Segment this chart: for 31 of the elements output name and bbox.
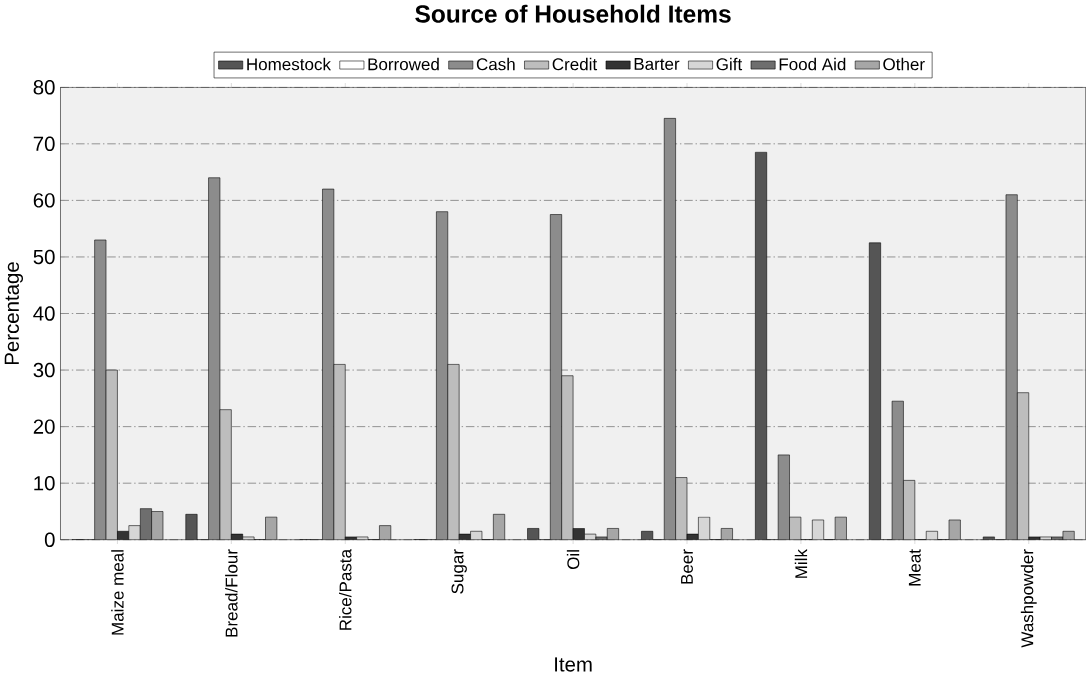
x-tick-label: Meat (908, 548, 921, 586)
y-axis-title: Percentage (4, 262, 24, 364)
legend-label: Gift (716, 57, 743, 71)
x-tick-label: Washpowder (1020, 549, 1037, 648)
x-tick-label: Milk (794, 548, 808, 578)
chart-title: Source of Household Items (415, 4, 731, 23)
legend-label: Credit (552, 57, 598, 71)
legend-label: Borrowed (368, 57, 439, 71)
x-tick-label: Oil (566, 549, 580, 569)
legend-label: Barter (634, 57, 680, 70)
legend-label: Other (883, 57, 925, 71)
bar (185, 513, 198, 540)
x-tick-label: Sugar (451, 549, 467, 594)
x-tick-label: Beer (681, 549, 693, 584)
legend-label: Homestock (247, 57, 331, 71)
y-tick-label: 0 (44, 532, 55, 547)
y-tick-label: 70 (33, 136, 55, 151)
x-tick-label: Bread/Flour (225, 549, 238, 637)
bar (447, 363, 460, 540)
legend-label: Cash (476, 57, 515, 71)
legend-label: Food Aid (779, 57, 846, 71)
x-tick-label: Rice/Pasta (339, 548, 352, 630)
y-tick-label: 80 (33, 79, 55, 95)
y-tick-label: 30 (33, 362, 55, 378)
y-tick-label: 50 (33, 249, 55, 264)
x-axis-title: Item (555, 657, 592, 672)
y-tick-label: 20 (33, 419, 55, 434)
x-tick-label: Maize meal (111, 550, 124, 635)
y-tick-label: 40 (33, 306, 55, 321)
y-tick-label: 60 (33, 192, 55, 208)
y-tick-label: 10 (34, 475, 55, 491)
